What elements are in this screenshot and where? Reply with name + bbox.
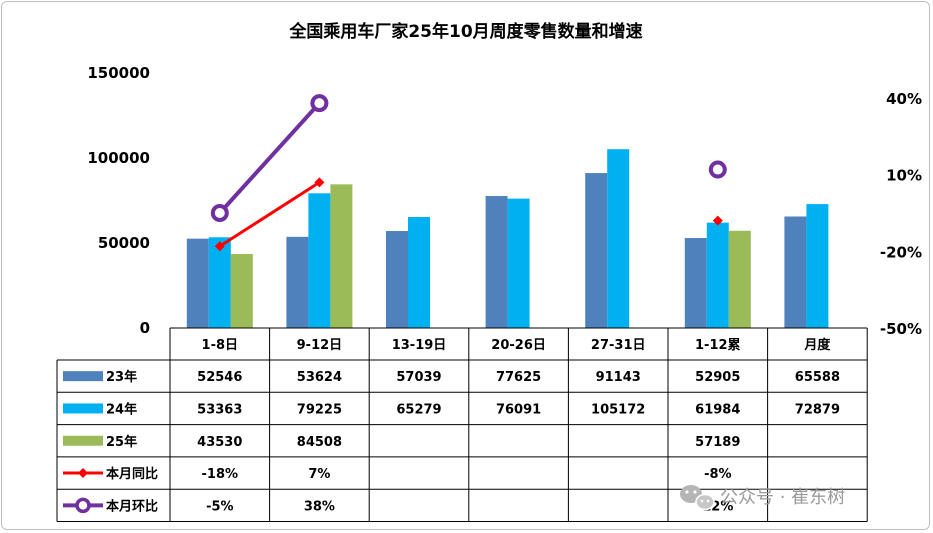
data-table: 1-8日 9-12日 13-19日 20-26日 27-31日 1-12累 月度 23年 525… — [56, 327, 868, 522]
x-tick-label: 1-12累 — [695, 337, 741, 353]
bar-2-5 — [706, 222, 729, 328]
x-tick-label: 9-12日 — [297, 338, 343, 353]
data-label: 57039 — [396, 370, 441, 385]
point-1-1 — [314, 177, 325, 188]
bar-1-0 — [186, 238, 209, 328]
data-label: 72879 — [795, 402, 840, 417]
legend-label-3: 25年 — [106, 434, 137, 450]
legend-key-1 — [63, 371, 103, 382]
bar-2-1 — [308, 193, 331, 328]
plot-area: 150000 100000 50000 0 40% 10% -20% -50% — [87, 64, 922, 338]
data-label: 38% — [304, 499, 335, 514]
point-1-0 — [214, 241, 225, 252]
y-tick-label: 100000 — [87, 149, 150, 167]
bar-1-2 — [386, 231, 408, 328]
legend-marker-5 — [75, 497, 91, 514]
chart-title: 全国乘用车厂家25年10月周度零售数量和增速 — [288, 21, 642, 42]
point-1-5 — [712, 215, 723, 226]
bar-2-0 — [208, 237, 231, 328]
data-label: 79225 — [297, 402, 342, 417]
data-label: 52905 — [695, 370, 740, 385]
bar-2-2 — [408, 217, 430, 328]
y-tick-label: 150000 — [87, 64, 150, 82]
legend-label-5: 本月环比 — [106, 498, 158, 514]
bar-1-1 — [286, 236, 309, 328]
x-tick-label: 1-8日 — [202, 338, 239, 353]
legend-label-4: 本月同比 — [106, 466, 158, 482]
watermark: 公众号 · 崔东树 — [680, 485, 845, 511]
data-label: -8% — [704, 467, 731, 482]
bar-1-5 — [684, 238, 707, 328]
bar-3-1 — [330, 184, 353, 328]
x-tick-label: 20-26日 — [491, 338, 546, 353]
bar-1-3 — [485, 196, 508, 328]
x-tick-label: 13-19日 — [392, 338, 447, 353]
point-2-0 — [210, 204, 229, 222]
y-tick-label: 50000 — [98, 234, 150, 252]
data-label: 57189 — [695, 435, 740, 450]
legend-key-2 — [63, 403, 103, 414]
data-label: 43530 — [197, 435, 242, 450]
bar-3-0 — [230, 253, 253, 328]
data-label: 53624 — [297, 370, 342, 385]
data-label: 84508 — [297, 435, 342, 450]
legend-label-1: 23年 — [106, 369, 137, 385]
bar-2-6 — [806, 204, 829, 328]
x-tick-label: 27-31日 — [591, 338, 646, 353]
bar-3-5 — [728, 230, 751, 328]
bar-1-4 — [585, 173, 608, 328]
series-line-2 — [218, 101, 321, 215]
y2-tick-label: -50% — [880, 320, 922, 338]
data-label: 65279 — [396, 402, 441, 417]
data-label: 52546 — [197, 370, 242, 385]
point-2-5 — [708, 160, 727, 179]
data-label: 105172 — [591, 402, 645, 417]
legend-marker-4 — [78, 468, 88, 479]
data-label: 91143 — [596, 370, 641, 385]
y2-tick-label: -20% — [880, 243, 922, 261]
data-label: 53363 — [197, 402, 242, 417]
legend-key-3 — [63, 435, 103, 446]
data-label: -18% — [202, 467, 239, 482]
data-label: 76091 — [496, 402, 541, 417]
x-tick-label: 月度 — [803, 337, 831, 353]
bar-2-4 — [607, 149, 630, 328]
bar-2-3 — [507, 198, 530, 328]
bar-1-6 — [784, 216, 807, 328]
wechat-icon — [680, 485, 715, 511]
data-label: 77625 — [496, 370, 541, 385]
data-label: 65588 — [795, 370, 840, 385]
data-label: 61984 — [695, 402, 740, 417]
y-tick-label: 0 — [140, 319, 150, 337]
series-line-1 — [218, 181, 321, 248]
y2-tick-label: 10% — [886, 167, 922, 185]
data-label: 7% — [308, 467, 330, 482]
y2-tick-label: 40% — [886, 90, 922, 108]
data-label: -5% — [206, 499, 233, 514]
legend-label-2: 24年 — [106, 401, 137, 417]
watermark-text: 公众号 · 崔东树 — [720, 487, 845, 508]
point-2-1 — [310, 94, 329, 113]
